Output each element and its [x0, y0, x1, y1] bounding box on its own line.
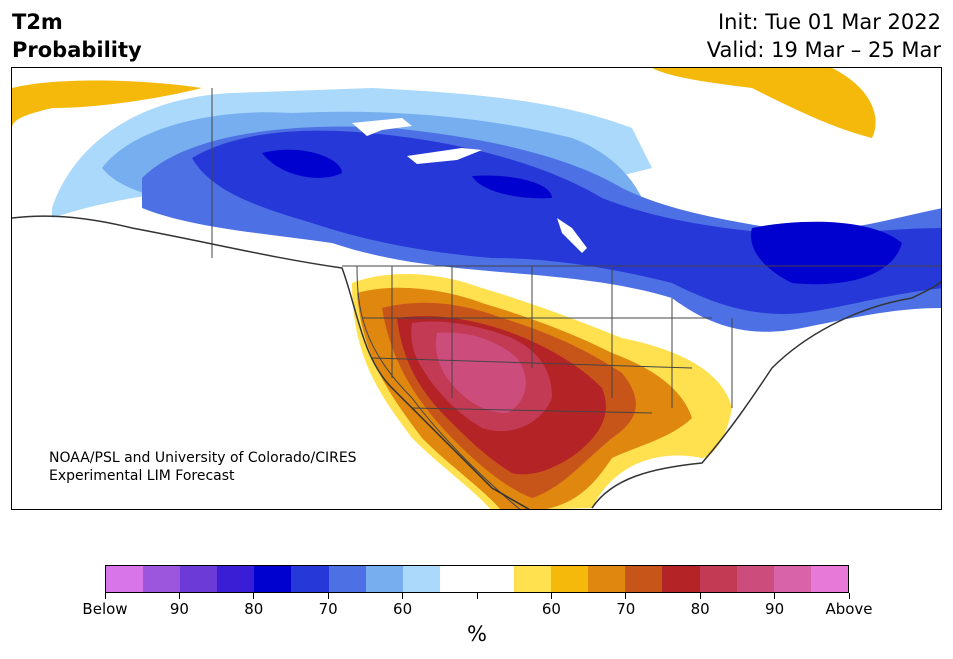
forecast-credit: NOAA/PSL and University of Colorado/CIRE…: [49, 449, 357, 485]
colorbar-tick: [699, 593, 701, 599]
colorbar-tick-label: Above: [825, 600, 873, 618]
title-type: Probability: [12, 38, 142, 62]
credit-line-2: Experimental LIM Forecast: [49, 468, 235, 484]
colorbar-segment: [106, 566, 144, 592]
colorbar-segment: [180, 566, 218, 592]
colorbar-tick-label: 90: [765, 600, 785, 618]
colorbar-segment: [588, 566, 626, 592]
forecast-dates: Init: Tue 01 Mar 2022 Valid: 19 Mar – 25…: [707, 8, 941, 64]
colorbar-segment: [514, 566, 552, 592]
colorbar-segment: [625, 566, 663, 592]
colorbar-tick: [625, 593, 627, 599]
colorbar-tick-label: Below: [82, 600, 128, 618]
colorbar-segment: [476, 566, 515, 592]
lake-shape-3: [557, 218, 587, 253]
alaska-warm-patch: [12, 80, 202, 128]
colorbar-tick: [253, 593, 255, 599]
colorbar-tick: [402, 593, 404, 599]
valid-date: Valid: 19 Mar – 25 Mar: [706, 38, 941, 62]
colorbar-segment: [439, 566, 477, 592]
coastline: [12, 215, 941, 509]
init-date: Init: Tue 01 Mar 2022: [717, 10, 941, 34]
colorbar-unit: %: [467, 622, 487, 646]
us-pink-region: [435, 332, 526, 413]
colorbar-tick: [848, 593, 850, 599]
lake-shape-1: [352, 118, 412, 136]
colorbar-segment: [291, 566, 329, 592]
borders: [211, 88, 941, 509]
colorbar-segment: [254, 566, 292, 592]
colorbar-tick: [550, 593, 552, 599]
credit-line-1: NOAA/PSL and University of Colorado/CIRE…: [49, 450, 357, 466]
colorbar-tick: [178, 593, 180, 599]
greenland-warm-patch: [652, 68, 876, 138]
colorbar-segment: [217, 566, 255, 592]
colorbar-tick-label: 90: [169, 600, 189, 618]
colorbar-tick-label: 60: [393, 600, 413, 618]
colorbar-tick: [774, 593, 776, 599]
probability-colorbar: [105, 565, 849, 593]
canada-core-region: [262, 149, 902, 285]
colorbar-tick-label: 70: [616, 600, 636, 618]
canada-dark-blue-region: [192, 130, 941, 314]
colorbar-tick-label: 70: [318, 600, 338, 618]
colorbar-segment: [328, 566, 366, 592]
colorbar-segment: [699, 566, 737, 592]
colorbar-tick: [476, 593, 478, 599]
colorbar-tick-label: 80: [244, 600, 264, 618]
colorbar-tick: [327, 593, 329, 599]
lake-shape-2: [407, 148, 482, 164]
colorbar-tick-label: 60: [541, 600, 561, 618]
forecast-map: [11, 67, 942, 510]
colorbar-segment: [773, 566, 811, 592]
colorbar-segment: [402, 566, 440, 592]
map-canvas: [12, 68, 941, 509]
colorbar-tick-label: 80: [690, 600, 710, 618]
map-title: T2m Probability: [12, 8, 142, 64]
colorbar-tick: [104, 593, 106, 599]
colorbar-segment: [736, 566, 774, 592]
title-variable: T2m: [12, 10, 63, 34]
colorbar-segment: [662, 566, 700, 592]
colorbar-segment: [810, 566, 848, 592]
colorbar-segment: [551, 566, 589, 592]
colorbar-segment: [365, 566, 403, 592]
colorbar-segment: [143, 566, 181, 592]
